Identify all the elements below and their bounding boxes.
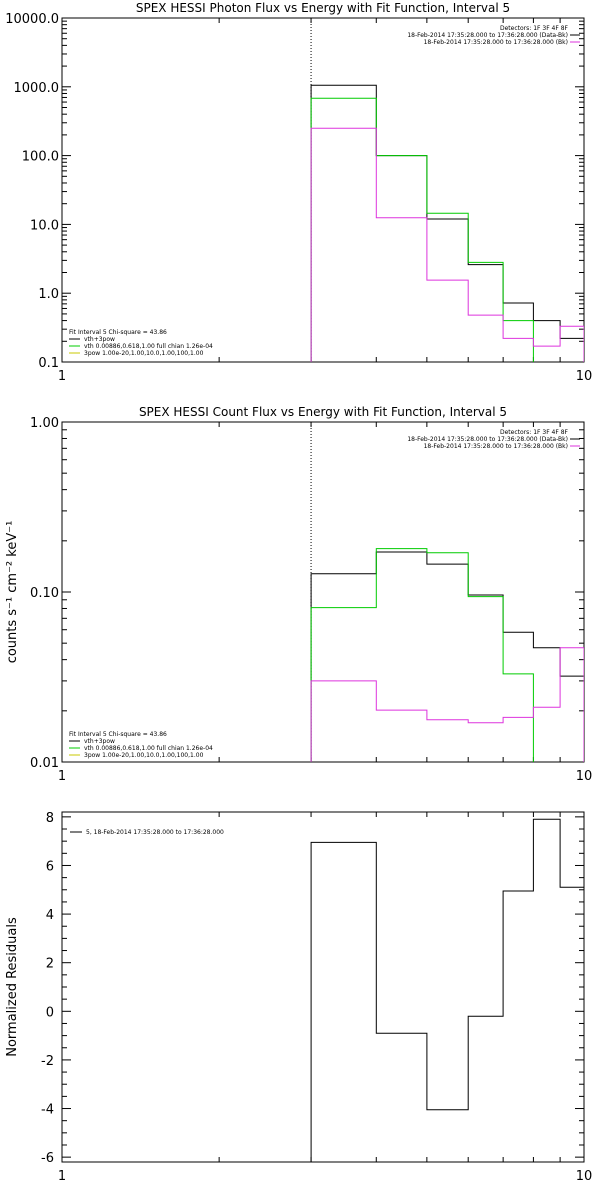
legend-top-entry: 18-Feb-2014 17:35:28.000 to 17:36:28.000… [424, 443, 568, 450]
chart-panel-3: 1 10 -6 -4 -2 0 2 4 6 8 Normalized Residuals 5, 18-… [5, 811, 592, 1184]
x-tick-label: 10 [576, 1169, 593, 1184]
plot-frame [61, 811, 585, 1163]
plot-frame [61, 17, 585, 363]
y-tick-label: 10000.0 [5, 12, 59, 27]
legend-bottom-entry: vth 0.00886,0.618,1.00 full chian 1.26e-… [84, 745, 213, 752]
legend-top-entry: 18-Feb-2014 17:35:28.000 to 17:36:28.000… [407, 436, 568, 443]
plot-frame [61, 421, 585, 763]
y-tick-label: 2 [46, 957, 54, 972]
chart-panel-2: SPEX HESSI Count Flux vs Energy with Fit… [5, 405, 592, 784]
legend-bottom-entry: vth+3pow [84, 738, 115, 745]
series-2-step-line [310, 548, 534, 762]
y-tick-label: 4 [46, 908, 54, 923]
x-tick-label: 1 [58, 369, 66, 384]
legend-top-entry: Detectors: 1F 3F 4F 8F [500, 429, 569, 436]
y-axis-label: Normalized Residuals [5, 917, 20, 1057]
y-tick-label: 0.01 [30, 756, 59, 771]
x-tick-label: 10 [576, 369, 593, 384]
legend-top-entry: Detectors: 1F 3F 4F 8F [500, 25, 569, 32]
y-tick-label: -6 [41, 1151, 54, 1166]
y-tick-label: 10.0 [30, 218, 59, 233]
y-tick-label: 1.0 [38, 287, 59, 302]
legend-bottom-entry: vth+3pow [84, 336, 115, 343]
x-tick-label: 1 [58, 769, 66, 784]
chart-panel-1: SPEX HESSI Photon Flux vs Energy with Fi… [5, 1, 592, 384]
legend-top-entry: 18-Feb-2014 17:35:28.000 to 17:36:28.000… [407, 32, 568, 39]
y-axis-label: counts s⁻¹ cm⁻² keV⁻¹ [5, 521, 20, 664]
chart-title: SPEX HESSI Photon Flux vs Energy with Fi… [136, 1, 510, 15]
legend-entry: 5, 18-Feb-2014 17:35:28.000 to 17:36:28.… [86, 829, 224, 836]
chart-title: SPEX HESSI Count Flux vs Energy with Fit… [139, 405, 507, 419]
legend-bottom-entry: Fit Interval 5 Chi-square = 43.86 [69, 731, 167, 738]
y-tick-label: 1.00 [30, 416, 59, 431]
series-3-step-line [310, 647, 584, 762]
y-tick-label: 0.1 [38, 356, 59, 371]
legend-top-entry: 18-Feb-2014 17:35:28.000 to 17:36:28.000… [424, 39, 568, 46]
series-2-step-line [310, 97, 534, 362]
legend-bottom-entry: 3pow 1.00e-20,1.00,10.0,1.00,100,1.00 [84, 350, 204, 357]
series-3-step-line [310, 127, 584, 362]
y-tick-label: 0 [46, 1005, 54, 1020]
y-tick-label: 100.0 [22, 150, 59, 165]
legend-bottom-entry: vth 0.00886,0.618,1.00 full chian 1.26e-… [84, 343, 213, 350]
x-tick-label: 1 [58, 1169, 66, 1184]
y-tick-label: -4 [41, 1103, 54, 1118]
y-tick-label: 6 [46, 859, 54, 874]
x-tick-label: 10 [576, 769, 593, 784]
series-1-step-line [310, 84, 584, 362]
legend-bottom-entry: Fit Interval 5 Chi-square = 43.86 [69, 329, 167, 336]
y-tick-label: 1000.0 [14, 81, 60, 96]
y-tick-label: 8 [46, 811, 54, 826]
y-tick-label: 0.10 [30, 586, 59, 601]
series-1-step-line [310, 818, 584, 1162]
series-1-step-line [310, 551, 584, 762]
y-tick-label: -2 [41, 1054, 54, 1069]
legend-bottom-entry: 3pow 1.00e-20,1.00,10.0,1.00,100,1.00 [84, 752, 204, 759]
